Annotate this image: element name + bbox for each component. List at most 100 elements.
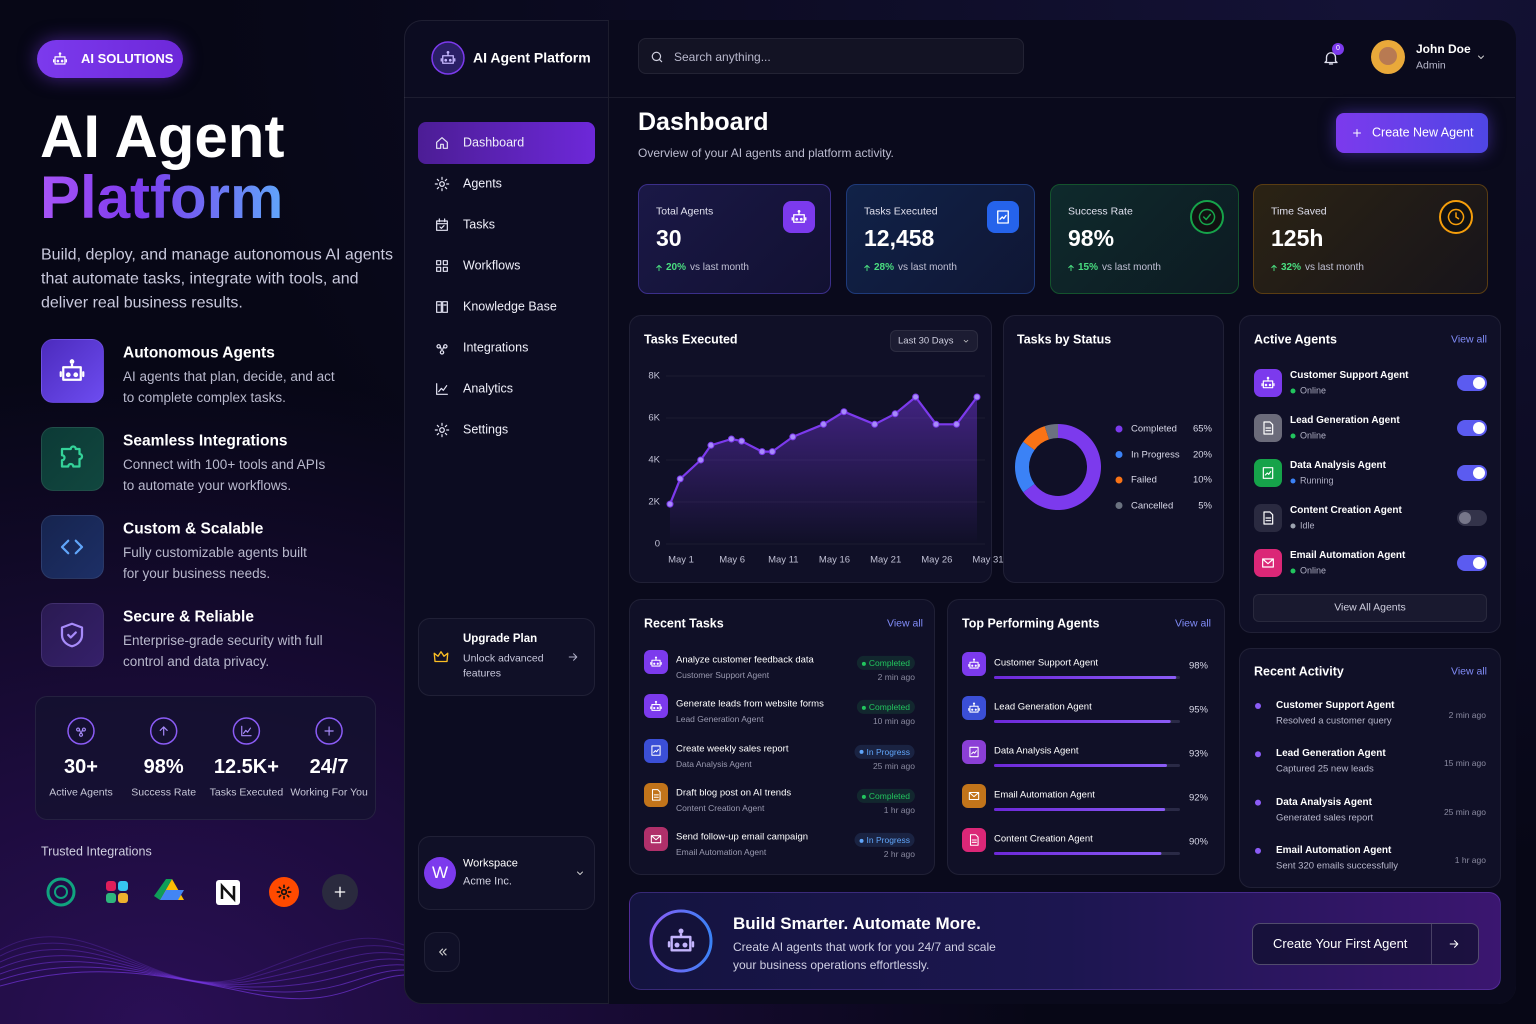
period-dropdown[interactable] — [890, 330, 978, 352]
nav-label: Analytics — [463, 381, 514, 396]
view-all-agents-button[interactable] — [1253, 594, 1487, 622]
wave — [0, 955, 405, 986]
task-agent: Data Analysis Agent — [676, 758, 752, 769]
logo — [106, 893, 116, 903]
chart-card — [1003, 315, 1224, 583]
legend-label: In Progress — [1131, 448, 1180, 460]
agent-name: Content Creation Agent — [1290, 505, 1402, 516]
kpi-label: Tasks Executed — [864, 205, 938, 218]
task-title: Generate leads from website forms — [676, 698, 824, 710]
banner-button[interactable] — [1252, 923, 1479, 965]
top-agent-value: 92% — [1188, 792, 1208, 804]
logo — [54, 885, 68, 899]
banner-button-divider — [1431, 924, 1432, 964]
logo — [106, 881, 116, 891]
view-all-link[interactable]: View all — [1175, 617, 1211, 630]
task-time: 10 min ago — [872, 716, 915, 727]
chart-card — [629, 315, 992, 583]
task-icon-box — [644, 738, 668, 763]
feature-title: Seamless Integrations — [123, 432, 288, 450]
brand-name: AI Agent Platform — [473, 49, 591, 66]
legend-value: 5% — [1198, 499, 1212, 511]
nav-item[interactable] — [418, 204, 595, 246]
workspace-initial: W — [431, 862, 449, 882]
hero-title: AI Agent — [40, 103, 285, 170]
badge-text: AI SOLUTIONS — [81, 51, 174, 67]
x-tick-label: May 16 — [818, 554, 851, 566]
nav-label: Tasks — [463, 217, 495, 232]
top-agent-name: Email Automation Agent — [994, 789, 1095, 801]
stat-label: Tasks Executed — [209, 786, 284, 799]
task-title: Send follow-up email campaign — [676, 831, 809, 843]
kpi-icon-box — [987, 201, 1019, 233]
user-role: Admin — [1416, 59, 1446, 72]
top-agent-name: Lead Generation Agent — [994, 701, 1092, 713]
task-status: Completed — [856, 788, 915, 803]
view-all-agents-label: View All Agents — [1334, 601, 1406, 614]
agent-icon-box — [962, 828, 986, 852]
create-agent-label: Create New Agent — [1372, 125, 1474, 140]
chart-title: Tasks by Status — [1017, 332, 1112, 347]
nav-label: Knowledge Base — [463, 299, 557, 314]
workspace-name: Acme Inc. — [463, 875, 512, 888]
feature-text: for your business needs. — [123, 565, 271, 581]
feature-icon-box — [41, 339, 104, 403]
x-tick-label: May 26 — [921, 554, 953, 566]
x-tick-label: May 6 — [719, 554, 746, 566]
sidebar-divider — [404, 97, 608, 98]
hero-description: deliver real business results. — [41, 294, 243, 312]
create-agent-button[interactable] — [1336, 113, 1488, 153]
legend-value: 10% — [1192, 474, 1212, 486]
nav-item[interactable] — [418, 163, 595, 205]
collapse-button[interactable] — [424, 932, 460, 972]
task-agent: Customer Support Agent — [676, 669, 770, 680]
hero-title: Platform — [40, 162, 283, 234]
agent-name: Lead Generation Agent — [1290, 415, 1400, 426]
task-icon-box — [644, 650, 668, 674]
agent-icon-box — [1254, 369, 1282, 397]
agent-status: Online — [1300, 385, 1327, 396]
kpi-icon-box — [783, 201, 815, 233]
wave — [0, 936, 405, 983]
task-time: 2 min ago — [877, 671, 915, 682]
task-title: Draft blog post on AI trends — [676, 787, 792, 799]
logo — [269, 877, 299, 907]
task-icon-box — [644, 782, 668, 807]
card-title: Recent Activity — [1254, 664, 1344, 679]
kpi-change: 20% — [666, 262, 687, 273]
stats-box — [35, 696, 376, 820]
agent-icon-box — [962, 740, 986, 764]
kpi-value: 125h — [1271, 225, 1324, 252]
view-all-link[interactable]: View all — [1451, 665, 1487, 678]
feature-text: Connect with 100+ tools and APIs — [123, 456, 326, 472]
logo — [46, 877, 76, 907]
agent-name: Email Automation Agent — [1290, 550, 1406, 561]
task-time: 1 hr ago — [883, 804, 915, 815]
banner-text: Create AI agents that work for you 24/7 … — [733, 939, 996, 954]
logo — [118, 893, 128, 903]
x-tick-label: May 21 — [870, 554, 902, 566]
kpi-label: Time Saved — [1271, 205, 1327, 218]
agent-icon-box — [1254, 504, 1282, 532]
card-title: Top Performing Agents — [962, 616, 1100, 631]
activity-action: Captured 25 new leads — [1276, 763, 1374, 775]
y-tick-label: 4K — [648, 454, 660, 466]
banner-button-label: Create Your First Agent — [1273, 936, 1408, 952]
activity-time: 1 hr ago — [1454, 854, 1486, 865]
wave — [0, 948, 405, 984]
task-status: In Progress — [854, 833, 915, 848]
agent-icon-box — [962, 784, 986, 808]
task-status: In Progress — [854, 744, 915, 759]
search-box[interactable] — [638, 38, 1024, 74]
view-all-link[interactable]: View all — [887, 617, 923, 630]
upgrade-text: Unlock advanced — [463, 652, 544, 665]
task-icon-box — [644, 694, 668, 719]
nav-label: Agents — [463, 176, 502, 191]
view-all-link[interactable]: View all — [1451, 333, 1487, 346]
agent-icon-box — [962, 696, 986, 720]
wave — [0, 966, 405, 993]
task-agent: Lead Generation Agent — [676, 714, 764, 725]
activity-agent: Lead Generation Agent — [1276, 748, 1386, 760]
agent-status: Online — [1300, 430, 1327, 441]
nav-label: Workflows — [463, 258, 521, 273]
